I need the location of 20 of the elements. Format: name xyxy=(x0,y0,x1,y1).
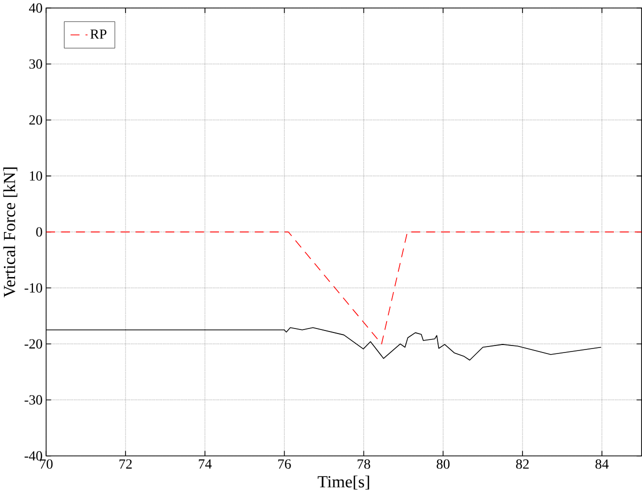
y-tick-label: -30 xyxy=(24,395,42,405)
y-tick-label: -20 xyxy=(24,339,42,349)
x-tick-label: 70 xyxy=(40,459,53,469)
x-tick-label: 80 xyxy=(436,459,450,469)
x-tick-label: 84 xyxy=(595,459,609,469)
x-tick-label: 76 xyxy=(278,459,291,469)
y-tick-label: 30 xyxy=(29,59,42,69)
x-axis-title: Time[s] xyxy=(318,476,370,490)
y-tick-label: 40 xyxy=(29,3,42,13)
y-tick-label: -40 xyxy=(24,451,42,461)
legend-label: RP xyxy=(90,30,106,39)
x-tick-label: 72 xyxy=(120,459,132,469)
y-tick-label: 10 xyxy=(30,171,42,181)
x-tick-label: 78 xyxy=(358,459,370,469)
x-tick-label: 82 xyxy=(516,459,529,469)
y-tick-label: -10 xyxy=(24,283,42,293)
y-axis-title: Vertical Force [kN] xyxy=(3,168,18,298)
y-tick-label: 0 xyxy=(36,227,42,237)
x-tick-label: 74 xyxy=(198,459,212,469)
y-tick-label: 20 xyxy=(29,115,42,125)
